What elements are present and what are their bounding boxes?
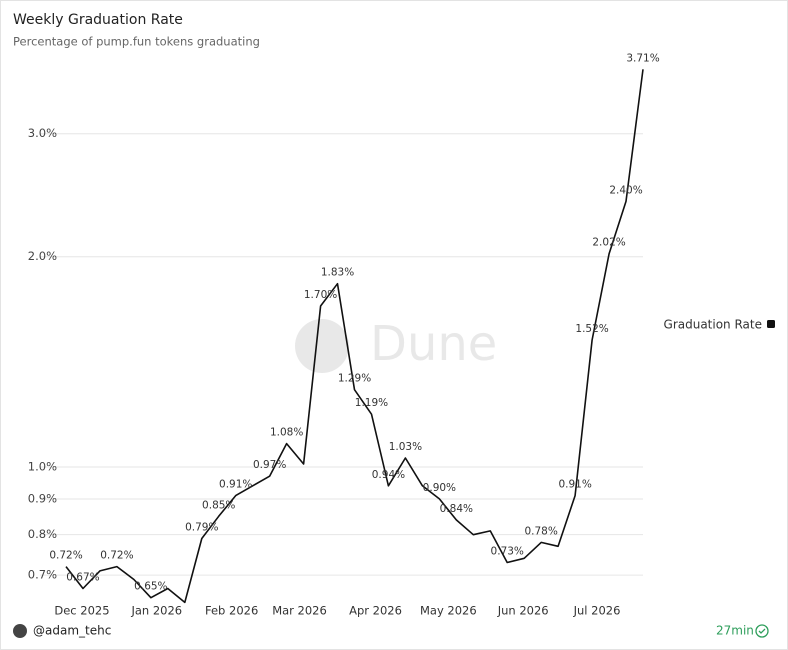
data-label: 0.72%	[49, 550, 82, 562]
watermark: Dune	[295, 316, 497, 373]
series-line	[65, 69, 644, 604]
x-tick-label: May 2026	[420, 604, 477, 618]
data-label: 0.78%	[524, 525, 557, 537]
y-tick-label: 2.0%	[28, 249, 57, 263]
data-label: 0.94%	[372, 469, 405, 481]
data-label: 0.72%	[100, 550, 133, 562]
x-tick-label: Apr 2026	[349, 604, 402, 618]
y-tick-label: 0.7%	[28, 568, 57, 582]
data-label: 1.83%	[321, 267, 354, 279]
data-label: 0.84%	[440, 503, 473, 515]
chart-subtitle: Percentage of pump.fun tokens graduating	[13, 35, 260, 49]
y-tick-label: 1.0%	[28, 459, 57, 473]
data-label: 0.79%	[185, 521, 218, 533]
data-label: 1.52%	[575, 323, 608, 335]
author[interactable]: @adam_tehc	[33, 624, 111, 638]
data-label: 0.73%	[491, 545, 524, 557]
x-tick-label: Jan 2026	[130, 604, 182, 618]
data-label: 1.29%	[338, 373, 371, 385]
author-avatar	[13, 624, 27, 638]
x-tick-label: Jun 2026	[497, 604, 549, 618]
data-label: 3.71%	[626, 52, 659, 64]
x-tick-label: Feb 2026	[205, 604, 258, 618]
legend-label: Graduation Rate	[664, 318, 762, 332]
data-label: 0.91%	[219, 479, 252, 491]
data-label: 0.91%	[558, 479, 591, 491]
data-label: 1.03%	[389, 441, 422, 453]
x-tick-label: Mar 2026	[272, 604, 327, 618]
data-label: 0.65%	[134, 581, 167, 593]
watermark-logo	[295, 319, 349, 373]
x-tick-label: Jul 2026	[573, 604, 621, 618]
data-label: 2.02%	[592, 237, 625, 249]
data-label: 1.08%	[270, 427, 303, 439]
data-label: 0.90%	[423, 482, 456, 494]
age: 27min	[716, 624, 754, 638]
data-label: 2.40%	[609, 184, 642, 196]
legend-swatch	[767, 320, 775, 328]
data-label: 0.85%	[202, 499, 235, 511]
chart-title: Weekly Graduation Rate	[13, 12, 183, 28]
status-check	[758, 628, 766, 634]
data-label: 1.19%	[355, 397, 388, 409]
y-tick-label: 3.0%	[28, 126, 57, 140]
y-tick-label: 0.9%	[28, 491, 57, 505]
status-icon	[755, 624, 769, 638]
watermark-text: Dune	[370, 316, 497, 372]
data-label: 1.70%	[304, 289, 337, 301]
data-label: 0.67%	[66, 571, 99, 583]
x-tick-label: Dec 2025	[54, 604, 109, 618]
y-tick-label: 0.8%	[28, 527, 57, 541]
data-label: 0.97%	[253, 459, 286, 471]
